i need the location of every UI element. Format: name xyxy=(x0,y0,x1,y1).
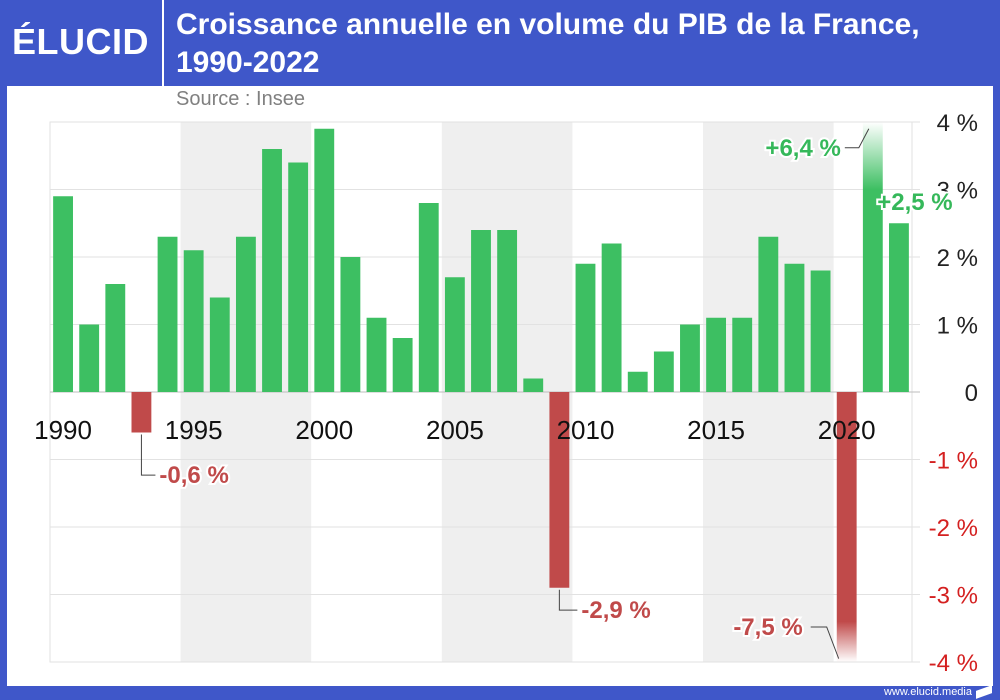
header: ÉLUCID Croissance annuelle en volume du … xyxy=(0,0,1000,86)
title-line-2: 1990-2022 xyxy=(176,46,320,79)
y-tick-label: -4 % xyxy=(929,650,978,677)
bar-2002 xyxy=(366,317,387,392)
bars xyxy=(53,122,909,662)
x-tick-label: 2000 xyxy=(295,415,353,445)
bar-1995 xyxy=(183,250,204,392)
logo-text: ÉLUCID xyxy=(12,21,149,62)
annotation-leader xyxy=(844,128,870,149)
y-tick-label: -2 % xyxy=(929,515,978,542)
annotation-leader xyxy=(810,626,840,659)
bar-2003 xyxy=(392,338,413,392)
bar-1997 xyxy=(235,236,256,392)
bar-1994 xyxy=(157,236,178,392)
chart-title: Croissance annuelle en volume du PIB de … xyxy=(176,6,996,82)
bar-2018 xyxy=(784,263,805,392)
annotations: -0,6 % -2,9 % -7,5 % +6,4 % +2,5 % xyxy=(140,128,955,659)
bar-2019 xyxy=(810,270,831,392)
bar-2022 xyxy=(889,223,909,392)
y-tick-label: -1 % xyxy=(929,448,978,475)
bar-2016 xyxy=(732,317,753,392)
bar-2008 xyxy=(523,378,544,392)
y-axis-ticks: 4 % 3 % 2 % 1 % 0 -1 % -2 % -3 % -4 % xyxy=(929,110,978,677)
footer-url[interactable]: www.elucid.media xyxy=(883,686,972,698)
bar-2012 xyxy=(627,371,648,392)
bar-2009 xyxy=(549,392,570,588)
bar-2015 xyxy=(706,317,727,392)
bar-2011 xyxy=(601,243,622,392)
annotation-label-1993: -0,6 % xyxy=(159,462,228,489)
bar-1996 xyxy=(209,297,230,392)
x-tick-label: 1995 xyxy=(165,415,223,445)
bar-2014 xyxy=(680,324,700,392)
header-divider xyxy=(162,0,164,86)
bar-1991 xyxy=(79,324,100,392)
annotation-label-2009: -2,9 % xyxy=(581,597,650,624)
annotation-leader xyxy=(140,434,156,476)
bar-2004 xyxy=(418,203,439,392)
y-tick-label: 2 % xyxy=(937,245,978,272)
y-tick-label: 0 xyxy=(965,380,978,407)
bar-2001 xyxy=(340,257,361,392)
bar-2021 xyxy=(862,122,883,392)
bar-2006 xyxy=(471,230,491,392)
x-tick-label: 2005 xyxy=(426,415,484,445)
source-note: Source : Insee xyxy=(176,88,305,110)
bar-1992 xyxy=(105,284,126,392)
y-tick-label: 3 % xyxy=(937,178,978,205)
bar-1990 xyxy=(53,196,73,392)
bar-2020 xyxy=(836,392,857,662)
title-line-1: Croissance annuelle en volume du PIB de … xyxy=(176,8,920,41)
y-tick-label: -3 % xyxy=(929,583,978,610)
elucid-logo[interactable]: ÉLUCID xyxy=(12,20,157,64)
x-tick-label: 2010 xyxy=(557,415,615,445)
x-tick-label: 2015 xyxy=(687,415,745,445)
bar-2017 xyxy=(758,236,779,392)
y-tick-label: 1 % xyxy=(937,313,978,340)
bar-2013 xyxy=(653,351,674,392)
annotation-label-2022: +2,5 % xyxy=(877,189,952,216)
bar-2005 xyxy=(444,277,465,392)
annotation-label-2021: +6,4 % xyxy=(765,135,840,162)
annotation-label-2020: -7,5 % xyxy=(733,614,802,641)
x-tick-label: 2020 xyxy=(818,415,876,445)
bar-1998 xyxy=(262,149,282,392)
x-axis-ticks: 1990 1995 2000 2005 2010 2015 2020 xyxy=(34,415,875,445)
x-tick-label: 1990 xyxy=(34,415,92,445)
bar-2010 xyxy=(575,263,596,392)
bar-2000 xyxy=(314,128,335,392)
y-tick-label: 4 % xyxy=(937,110,978,137)
bar-2007 xyxy=(497,230,518,392)
bar-1993 xyxy=(131,392,152,433)
bar-1999 xyxy=(288,162,309,392)
annotation-leader xyxy=(558,589,578,611)
